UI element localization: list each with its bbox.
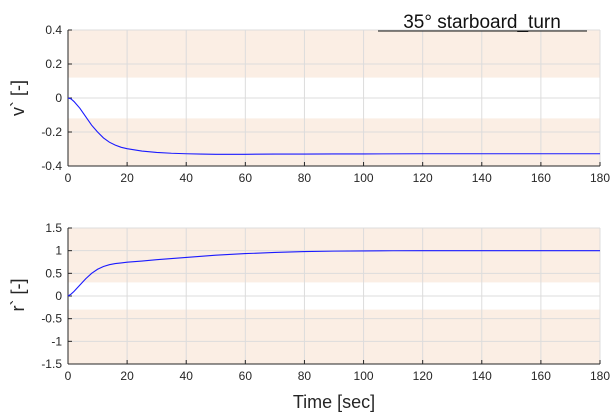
top-subplot-v: 0 20 40 60 80 100 120 140 160 180 -0.4 -0.2 0 0.2 0.4 [41, 23, 610, 185]
x-tick-label: 60 [239, 171, 253, 185]
bottom-y-axis-label: r` [-] [8, 279, 28, 312]
y-tick-label: 0.4 [45, 23, 62, 37]
x-tick-label: 0 [65, 369, 72, 383]
x-tick-label: 160 [531, 171, 551, 185]
x-tick-label: 20 [120, 369, 134, 383]
x-tick-label: 160 [531, 369, 551, 383]
y-tick-label: 0.5 [45, 266, 62, 280]
x-tick-label: 80 [298, 369, 312, 383]
x-tick-label: 120 [413, 369, 433, 383]
x-tick-label: 100 [354, 171, 374, 185]
bottom-subplot-r: 0 20 40 60 80 100 120 140 160 180 -1.5 -1 -0.5 0 0.5 1 1… [41, 221, 610, 383]
y-tick-label: 0.2 [45, 57, 62, 71]
shaded-band [68, 309, 600, 364]
x-tick-label: 40 [180, 171, 194, 185]
x-tick-label: 20 [120, 171, 134, 185]
y-tick-label: -0.5 [41, 312, 62, 326]
x-tick-label: 60 [239, 369, 253, 383]
top-y-axis-label: v` [-] [8, 80, 28, 116]
y-tick-label: -1 [51, 334, 62, 348]
shaded-band [68, 118, 600, 166]
x-tick-label: 180 [590, 171, 610, 185]
series-line [67, 97, 600, 155]
x-tick-label: 120 [413, 171, 433, 185]
x-tick-label: 100 [354, 369, 374, 383]
y-tick-label: 0 [55, 289, 62, 303]
y-tick-label: 0 [55, 91, 62, 105]
shaded-band [68, 228, 600, 283]
x-tick-label: 40 [180, 369, 194, 383]
y-tick-label: 1 [55, 244, 62, 258]
x-tick-label: 0 [65, 171, 72, 185]
y-tick-label: -1.5 [41, 357, 62, 371]
y-tick-label: 1.5 [45, 221, 62, 235]
x-tick-label: 140 [472, 171, 492, 185]
y-tick-label: -0.2 [41, 125, 62, 139]
x-axis-label: Time [sec] [293, 392, 375, 412]
x-tick-label: 180 [590, 369, 610, 383]
series-line [67, 250, 600, 297]
x-tick-label: 140 [472, 369, 492, 383]
y-tick-label: -0.4 [41, 159, 62, 173]
x-tick-label: 80 [298, 171, 312, 185]
shaded-band [68, 30, 600, 78]
chart-title: 35° starboard_turn [403, 12, 561, 33]
